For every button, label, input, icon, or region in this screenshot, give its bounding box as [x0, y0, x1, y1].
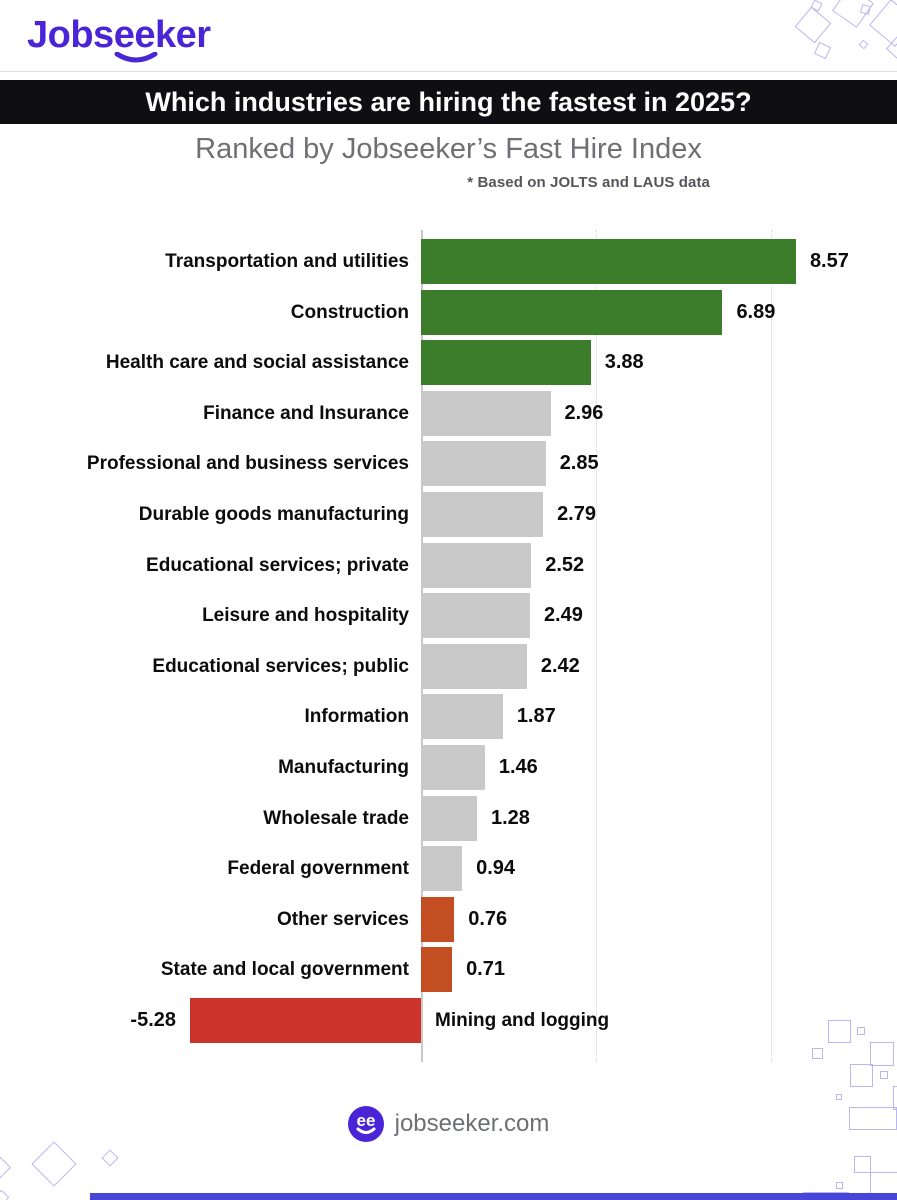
category-label: Manufacturing [278, 757, 409, 778]
bottom-accent-bar [90, 1193, 897, 1200]
source-footnote: * Based on JOLTS and LAUS data [467, 174, 710, 191]
bar [421, 694, 503, 740]
category-label: Leisure and hospitality [202, 605, 409, 627]
chart-row: Construction 6.89 [0, 287, 897, 338]
chart-row: Finance and Insurance 2.96 [0, 388, 897, 439]
chart-row: Educational services; private 2.52 [0, 540, 897, 591]
category-label: State and local government [160, 959, 409, 981]
chart-row: Information 1.87 [0, 691, 897, 742]
bar [190, 998, 421, 1043]
bar [421, 390, 551, 436]
value-label: 0.94 [476, 857, 516, 880]
category-label: Wholesale trade [263, 807, 409, 829]
category-label: Mining and logging [435, 1010, 610, 1031]
value-label: 2.42 [540, 654, 580, 677]
value-label: 1.28 [491, 806, 530, 829]
value-label: 2.96 [564, 401, 604, 424]
chart-row: Durable goods manufacturing 2.79 [0, 489, 897, 540]
category-label: Health care and social assistance [105, 352, 409, 374]
bar [421, 745, 485, 790]
logo-text-post: ker [154, 14, 211, 56]
gridline-x4 [596, 230, 597, 1062]
gridline-x8 [771, 230, 772, 1062]
bar [421, 340, 591, 386]
bar [421, 643, 527, 689]
value-label: 1.46 [498, 756, 538, 778]
bar [421, 795, 477, 841]
value-label: 0.76 [468, 907, 508, 930]
bar [421, 289, 723, 335]
footer-icon-letters: ee [356, 1111, 375, 1130]
page-title: Which industries are hiring the fastest … [145, 86, 752, 117]
chart-row: Health care and social assistance 3.88 [0, 337, 897, 388]
chart-row: Other services 0.76 [0, 894, 897, 945]
chart-row: Wholesale trade 1.28 [0, 793, 897, 844]
value-label: 2.49 [543, 604, 583, 627]
chart-row: State and local government 0.71 [0, 944, 897, 995]
value-label: -5.28 [130, 1009, 176, 1031]
chart-row: Manufacturing 1.46 [0, 742, 897, 793]
category-label: Finance and Insurance [203, 402, 409, 424]
footer-site-text: jobseeker.com [394, 1110, 550, 1137]
category-label: Construction [290, 301, 409, 323]
jobseeker-logo: Jobsee ker [27, 14, 211, 63]
title-band: Which industries are hiring the fastest … [0, 80, 897, 124]
bar [421, 492, 544, 537]
chart-row: Leisure and hospitality 2.49 [0, 590, 897, 641]
category-label: Educational services; private [146, 554, 409, 576]
value-label: 2.79 [557, 503, 596, 525]
logo-smile-icon [114, 52, 158, 63]
category-label: Durable goods manufacturing [138, 504, 409, 525]
logo-text-mid: ee [113, 14, 156, 56]
value-label: 3.88 [604, 351, 644, 374]
value-label: 2.85 [559, 452, 599, 475]
chart-row: Federal government 0.94 [0, 843, 897, 894]
category-label: Information [304, 706, 410, 728]
bar [421, 542, 532, 588]
category-label: Other services [276, 908, 409, 930]
bar [421, 947, 453, 993]
value-label: 0.71 [466, 958, 505, 981]
value-label: 8.57 [809, 250, 849, 272]
bar [421, 846, 463, 892]
category-label: Transportation and utilities [165, 251, 409, 272]
subtitle: Ranked by Jobseeker’s Fast Hire Index [195, 133, 702, 165]
category-label: Professional and business services [86, 453, 409, 475]
value-label: 1.87 [516, 705, 556, 728]
category-label: Federal government [227, 858, 409, 880]
value-label: 2.52 [545, 553, 585, 576]
chart-row: Educational services; public 2.42 [0, 641, 897, 692]
jobseeker-smiley-icon: ee [347, 1106, 384, 1142]
logo-ee: ee [113, 14, 158, 63]
chart-row: Mining and logging -5.28 [0, 995, 897, 1046]
chart-row: Transportation and utilities 8.57 [0, 236, 897, 287]
header-divider [0, 71, 897, 72]
bar [421, 593, 530, 639]
category-label: Educational services; public [152, 655, 409, 677]
bar [421, 896, 455, 942]
bar [421, 239, 796, 284]
footer: ee jobseeker.com [0, 1104, 897, 1144]
chart-row: Professional and business services 2.85 [0, 438, 897, 489]
value-label: 6.89 [736, 300, 776, 323]
logo-text-pre: Jobs [27, 14, 114, 56]
bar [421, 441, 546, 487]
